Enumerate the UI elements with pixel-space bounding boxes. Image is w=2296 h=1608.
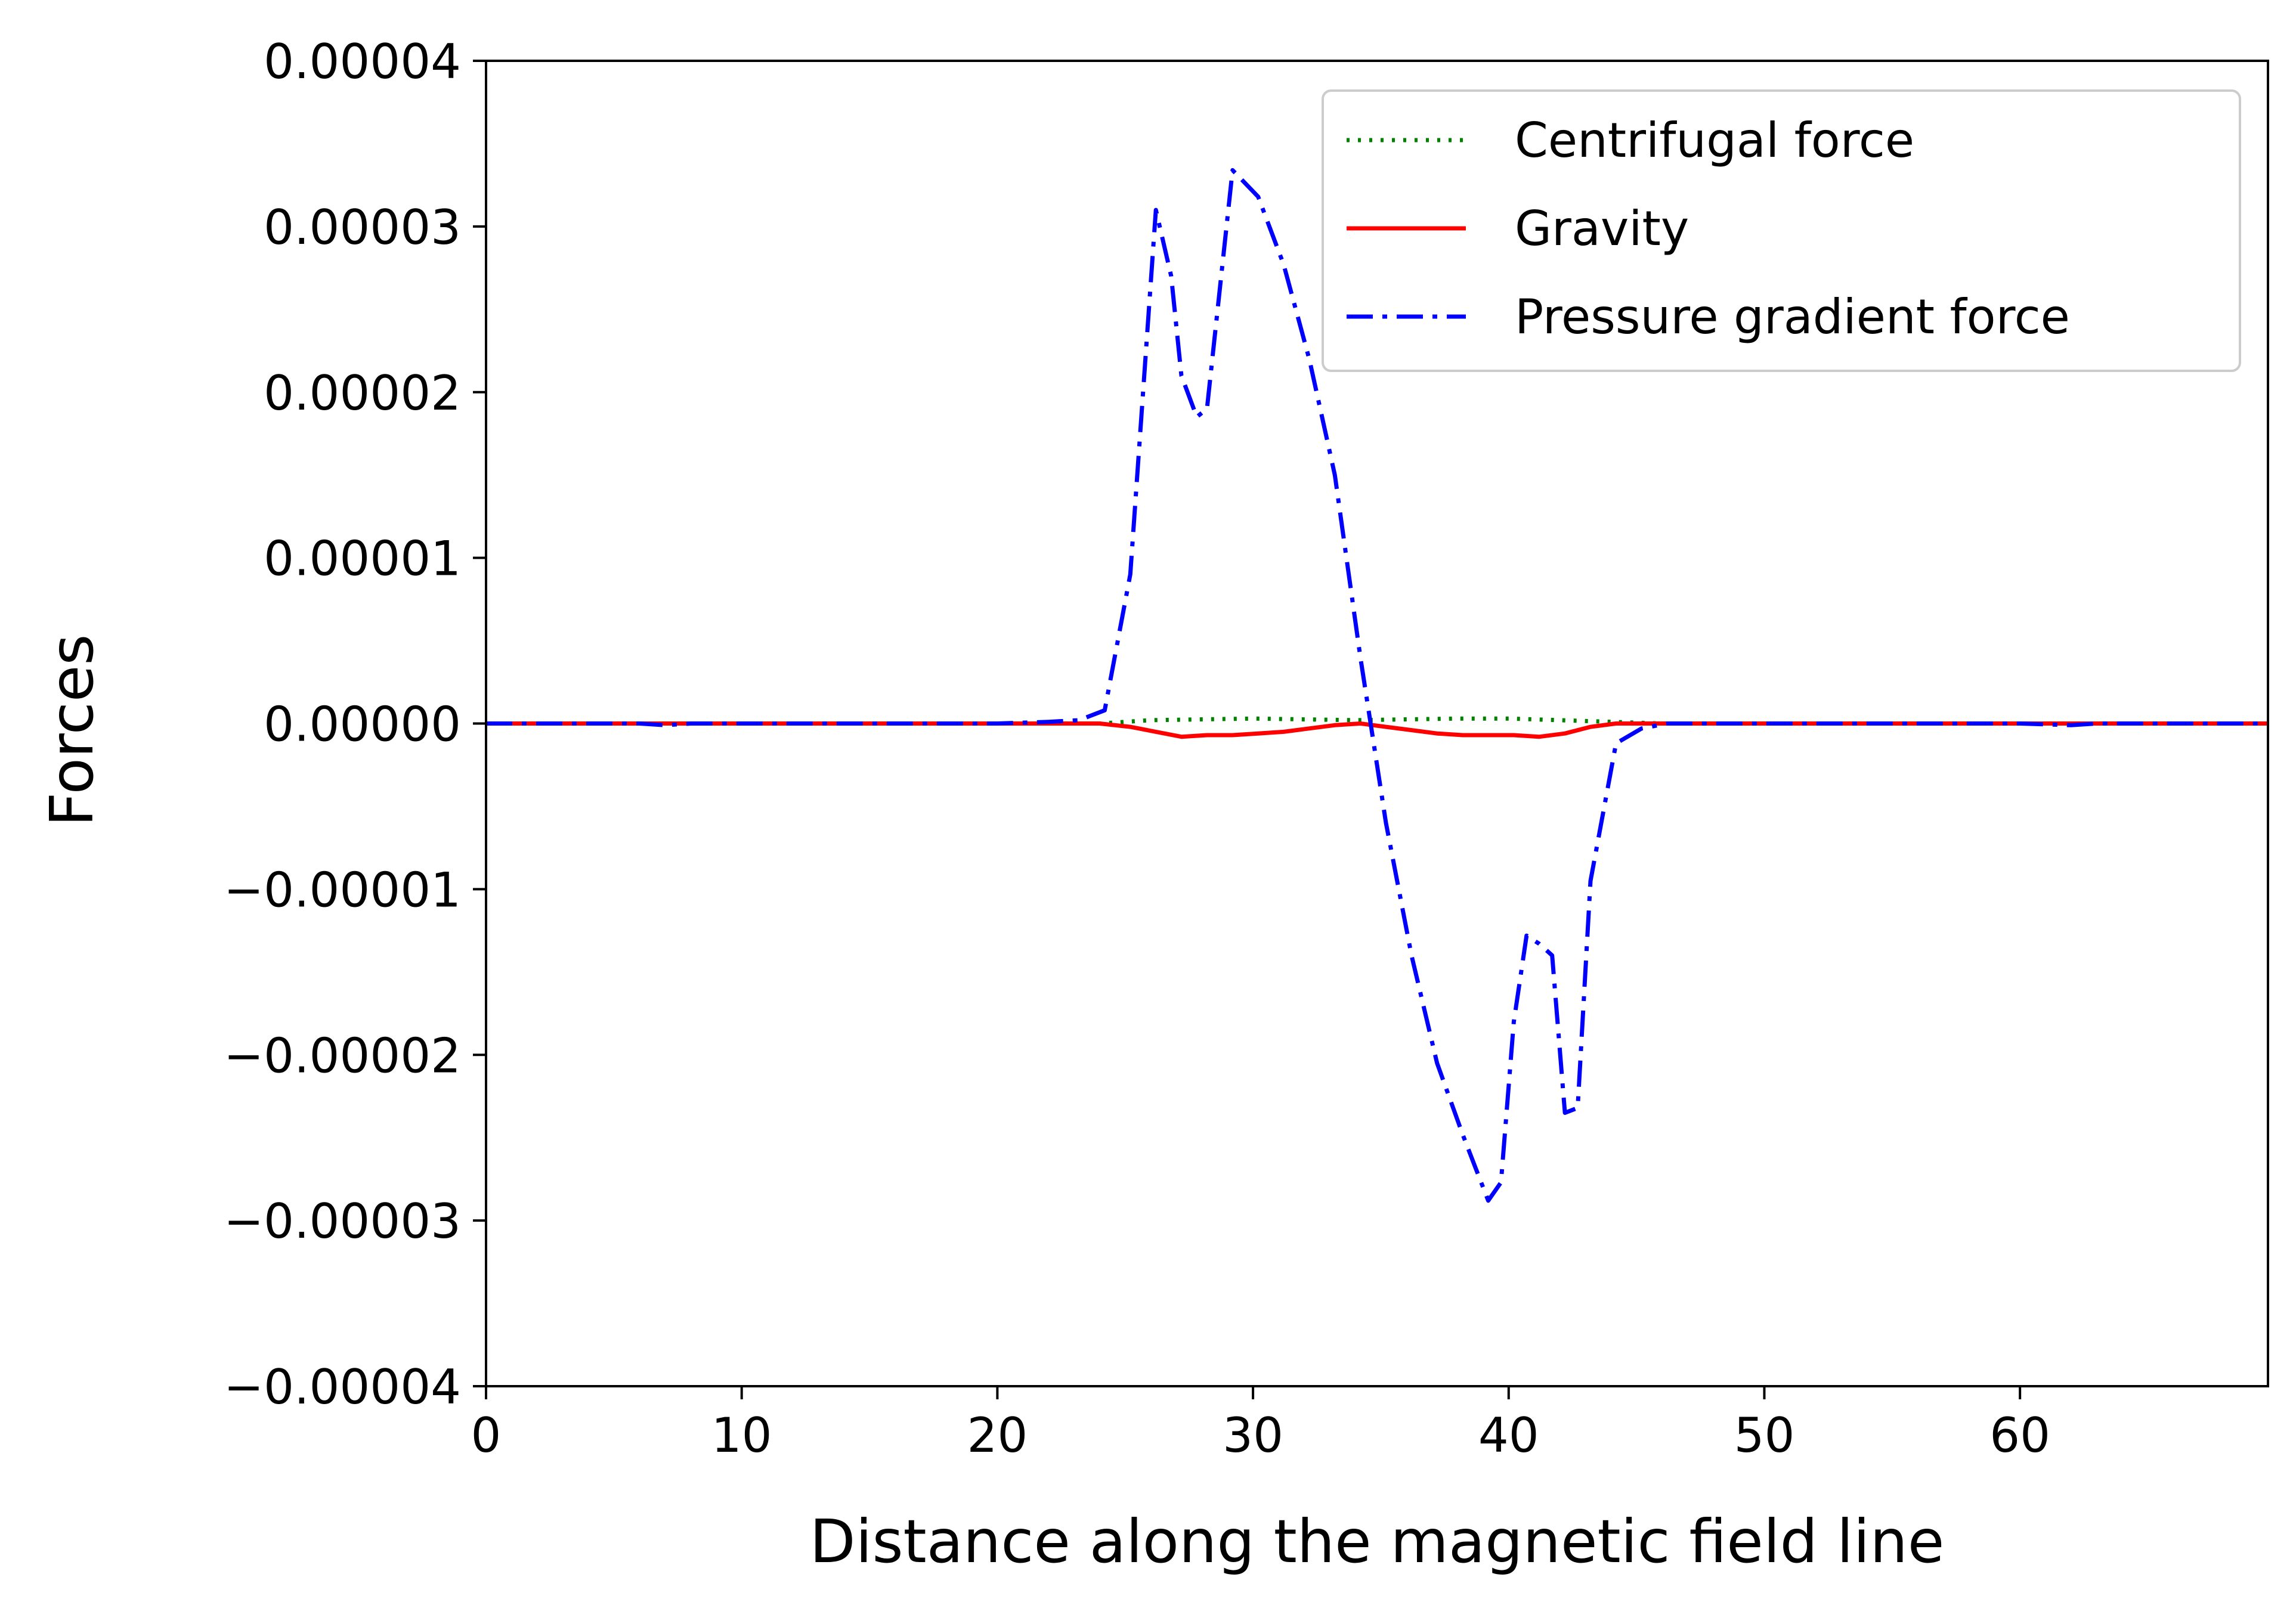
legend-label: Pressure gradient force xyxy=(1515,289,2070,345)
y-tick-label: 0.00002 xyxy=(264,365,461,421)
series-layer xyxy=(486,168,2268,1203)
x-tick-label: 20 xyxy=(967,1408,1028,1463)
legend: Centrifugal force Gravity Pressure gradien… xyxy=(1322,89,2241,372)
y-tick-label: −0.00002 xyxy=(224,1028,461,1083)
x-tick-label: 40 xyxy=(1478,1408,1539,1463)
y-tick-label: 0.00000 xyxy=(264,697,461,752)
legend-box xyxy=(1322,89,2241,372)
y-tick-label: −0.00001 xyxy=(224,862,461,918)
y-axis-title: Forces xyxy=(37,634,107,827)
x-tick-label: 60 xyxy=(1989,1408,2050,1463)
series-line-pressure-gradient-force xyxy=(486,168,2268,1203)
y-tick-label: 0.00001 xyxy=(264,531,461,587)
x-axis: 0 10 20 30 40 50 60 xyxy=(471,1386,2050,1463)
x-tick-label: 10 xyxy=(711,1408,772,1463)
y-axis: 0.00004 0.00003 0.00002 0.00001 0.00000 −0.00… xyxy=(224,34,486,1415)
y-tick-label: 0.00003 xyxy=(264,200,461,255)
y-tick-label: 0.00004 xyxy=(264,34,461,89)
legend-label: Centrifugal force xyxy=(1515,113,1914,168)
y-tick-label: −0.00004 xyxy=(224,1359,461,1415)
legend-label: Gravity xyxy=(1515,201,1689,256)
x-tick-label: 0 xyxy=(471,1408,502,1463)
x-tick-label: 30 xyxy=(1223,1408,1283,1463)
x-tick-label: 50 xyxy=(1734,1408,1795,1463)
series-line-gravity xyxy=(486,721,2268,739)
y-tick-label: −0.00003 xyxy=(224,1194,461,1249)
x-axis-title: Distance along the magnetic field line xyxy=(810,1507,1945,1576)
